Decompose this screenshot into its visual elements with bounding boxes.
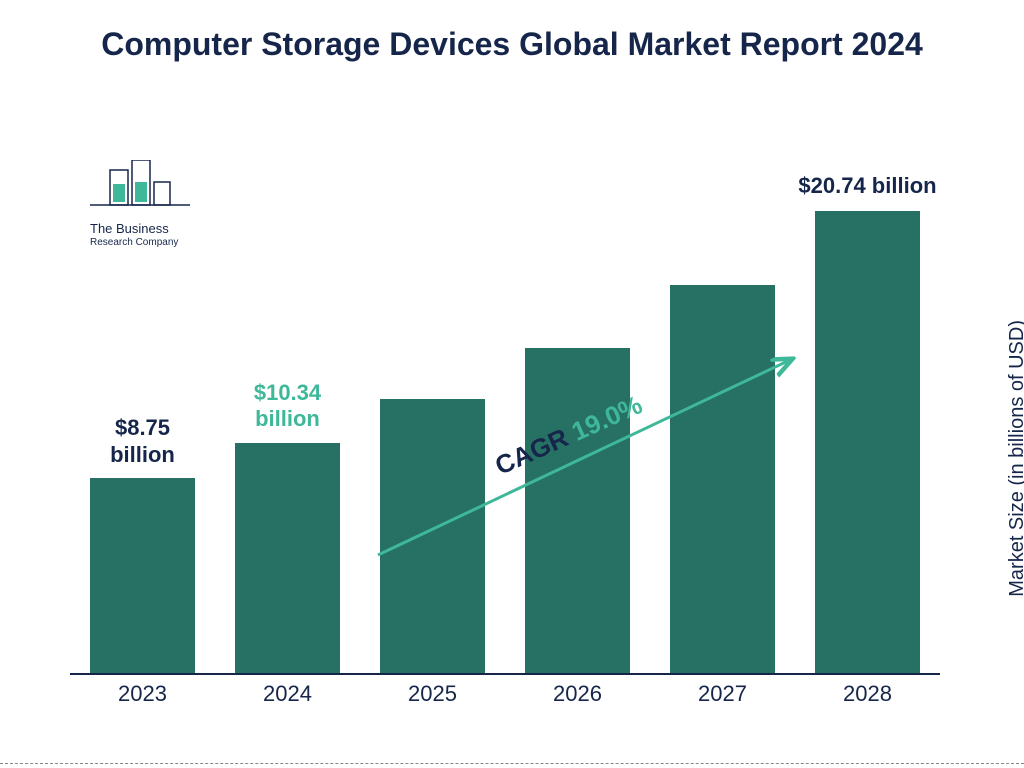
bar-group: 2027	[663, 285, 783, 673]
x-axis-tick-label: 2025	[373, 681, 493, 707]
bar-group: 2028$20.74 billion	[808, 211, 928, 673]
x-axis-tick-label: 2028	[808, 681, 928, 707]
bar	[235, 443, 340, 673]
chart-title: Computer Storage Devices Global Market R…	[0, 24, 1024, 66]
x-axis-tick-label: 2026	[518, 681, 638, 707]
bar-value-label: $8.75 billion	[83, 415, 203, 468]
bar-value-label: $10.34 billion	[228, 380, 348, 433]
x-axis-tick-label: 2027	[663, 681, 783, 707]
bar-group: 2025	[373, 399, 493, 673]
bars-container: 2023$8.75 billion2024$10.34 billion2025 2…	[70, 153, 940, 673]
bar	[670, 285, 775, 673]
bar-group: 2023$8.75 billion	[83, 478, 203, 673]
bar	[815, 211, 920, 673]
bar-group: 2024$10.34 billion	[228, 443, 348, 673]
y-axis-label: Market Size (in billions of USD)	[1006, 320, 1024, 597]
bar-chart: 2023$8.75 billion2024$10.34 billion20252…	[70, 150, 940, 705]
x-axis-tick-label: 2024	[228, 681, 348, 707]
bottom-dashed-border	[0, 763, 1024, 764]
x-axis-tick-label: 2023	[83, 681, 203, 707]
bar-value-label: $20.74 billion	[783, 173, 953, 199]
bar	[90, 478, 195, 673]
bar	[525, 348, 630, 673]
x-axis-line	[70, 673, 940, 675]
bar	[380, 399, 485, 673]
